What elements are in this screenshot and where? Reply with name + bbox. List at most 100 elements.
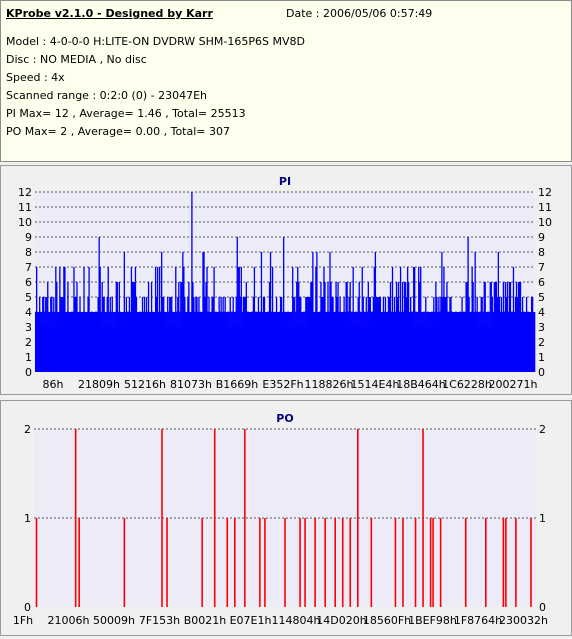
pi-bar <box>269 252 272 372</box>
pi-bar <box>213 267 215 372</box>
pi-bar <box>63 267 65 372</box>
pi-bar <box>240 267 242 372</box>
pi-bar <box>352 267 354 372</box>
pi-bar <box>134 267 137 372</box>
pi-bar <box>64 267 66 372</box>
pi-bar <box>55 267 57 372</box>
pi-chart-title: PI <box>279 175 291 188</box>
po-xtick-label: 21006h <box>48 614 90 627</box>
po-xtick-label: 1BEF98h <box>408 614 457 627</box>
pi-ytick-right: 2 <box>538 336 545 349</box>
pi-xtick-label: 51216h <box>124 378 166 391</box>
pi-ytick-left: 4 <box>25 306 32 319</box>
pi-bar <box>413 267 415 372</box>
disc-info: Disc : NO MEDIA , No disc <box>6 53 147 66</box>
po-ytick-left: 0 <box>24 601 31 614</box>
po-xtick-label: 18560Fh <box>363 614 411 627</box>
pi-bar <box>238 267 240 372</box>
pi-bar <box>156 267 159 372</box>
po-ytick-left: 2 <box>24 423 31 436</box>
pi-xtick-label: 18B464h <box>396 378 446 391</box>
po-ytick-right: 1 <box>539 512 546 525</box>
pi-ytick-left: 2 <box>25 336 32 349</box>
pi-ytick-left: 12 <box>18 186 32 199</box>
pi-bar <box>203 252 205 372</box>
pi-bar <box>474 252 476 372</box>
drive-model: Model : 4-0-0-0 H:LITE-ON DVDRW SHM-165P… <box>6 35 305 48</box>
pi-bar <box>443 267 445 372</box>
pi-bar <box>316 252 318 372</box>
pi-bar <box>406 267 409 372</box>
pi-bar <box>329 252 331 372</box>
pi-ytick-right: 5 <box>538 291 545 304</box>
po-chart: PO 0 0 1 1 2 2 1Fh 21006h 50009h 7F153h B0021h E07E1… <box>13 412 548 627</box>
pi-bar <box>73 267 75 372</box>
pi-chart-panel: PI 0 0 1 1 2 2 3 3 4 4 5 5 6 6 7 7 8 8 9 9 10 10 11 11 12 12 86h 218… <box>0 165 572 395</box>
pi-bar <box>414 267 416 372</box>
pi-ytick-right: 3 <box>538 321 545 334</box>
pi-bar <box>271 267 274 372</box>
po-xtick-label: E07E1h <box>230 614 272 627</box>
pi-bar <box>418 267 420 372</box>
pi-xtick-label: 1514E4h <box>351 378 400 391</box>
pi-bar <box>183 267 185 372</box>
pi-xtick-label: E352Fh <box>262 378 303 391</box>
pi-bar <box>361 267 363 372</box>
pi-ytick-right: 1 <box>538 351 545 364</box>
pi-xtick-label: B1669h <box>216 378 259 391</box>
speed-info: Speed : 4x <box>6 71 65 84</box>
pi-ytick-right: 11 <box>538 201 552 214</box>
pi-bar <box>312 252 314 372</box>
pi-bar <box>182 252 184 372</box>
po-ytick-right: 0 <box>539 601 546 614</box>
pi-xtick-label: 1C6228h <box>442 378 492 391</box>
info-panel: KProbe v2.1.0 - Designed by Karr Date : … <box>0 0 572 162</box>
po-xtick-label: 7F153h <box>139 614 180 627</box>
pi-bar <box>297 267 299 372</box>
po-xtick-label: 114804h <box>272 614 321 627</box>
pi-xtick-label: 86h <box>43 378 64 391</box>
pi-bar <box>467 237 469 372</box>
pi-bar <box>260 252 263 372</box>
pi-ytick-right: 0 <box>538 366 545 379</box>
po-xtick-label: B0021h <box>184 614 227 627</box>
pi-bar <box>175 267 177 372</box>
pi-ytick-left: 3 <box>25 321 32 334</box>
pi-ytick-left: 8 <box>25 246 32 259</box>
pi-ytick-left: 7 <box>25 261 32 274</box>
pi-ytick-left: 6 <box>25 276 32 289</box>
po-xtick-label: 14D020h <box>316 614 366 627</box>
pi-xtick-label: 81073h <box>170 378 212 391</box>
pi-bar <box>497 252 500 372</box>
pi-bar <box>236 237 238 372</box>
pi-stats: PI Max= 12 , Average= 1.46 , Total= 2551… <box>6 107 246 120</box>
pi-xtick-label: 200271h <box>489 378 538 391</box>
pi-bar <box>130 267 133 372</box>
po-ytick-left: 1 <box>24 512 31 525</box>
pi-bar <box>191 192 193 372</box>
pi-ytick-right: 12 <box>538 186 552 199</box>
pi-bar <box>107 267 109 372</box>
pi-ytick-left: 10 <box>18 216 32 229</box>
pi-ytick-right: 9 <box>538 231 545 244</box>
pi-bar <box>323 267 325 372</box>
pi-bar <box>98 237 100 372</box>
pi-bar <box>399 267 402 372</box>
pi-ytick-left: 11 <box>18 201 32 214</box>
pi-ytick-right: 4 <box>538 306 545 319</box>
pi-ytick-left: 5 <box>25 291 32 304</box>
pi-ytick-right: 6 <box>538 276 545 289</box>
pi-ytick-right: 10 <box>538 216 552 229</box>
pi-bar <box>420 267 422 372</box>
pi-bar <box>292 267 294 372</box>
po-xtick-label: 1F8764h <box>454 614 502 627</box>
po-chart-title: PO <box>276 412 293 425</box>
pi-ytick-left: 1 <box>25 351 32 364</box>
po-xtick-label: 50009h <box>93 614 135 627</box>
pi-bar <box>253 267 256 372</box>
pi-bar <box>282 237 285 372</box>
pi-bar <box>315 267 317 372</box>
pi-bar <box>123 252 126 372</box>
pi-baseline-fill <box>35 327 535 372</box>
